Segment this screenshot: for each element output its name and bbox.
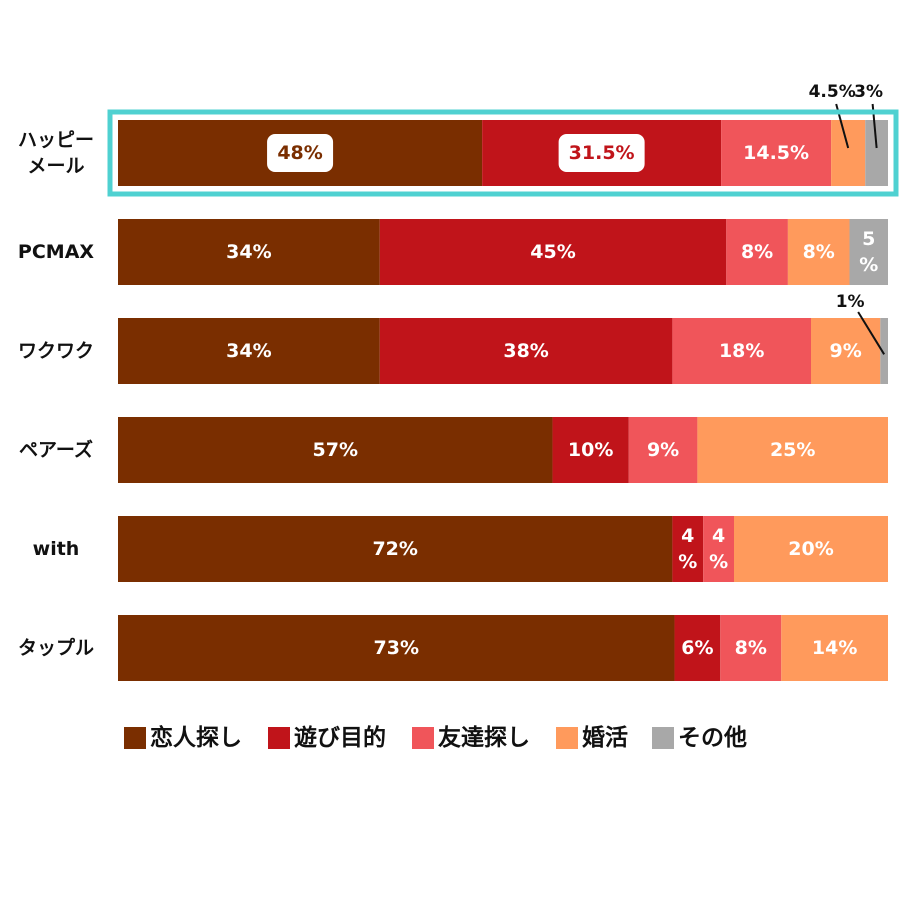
highlight-frame xyxy=(107,109,899,197)
data-label: 34% xyxy=(226,340,271,362)
legend-label: 友達探し xyxy=(438,724,530,751)
category-label: ワクワク xyxy=(18,340,94,362)
bar-segment xyxy=(880,318,888,384)
bar-segment xyxy=(721,120,832,186)
bar-segment xyxy=(118,615,675,681)
data-label: 45% xyxy=(530,241,575,263)
data-label-line: 4 xyxy=(712,525,725,547)
category-label: PCMAX xyxy=(18,241,94,263)
data-label-pill xyxy=(558,134,645,172)
bar-segment xyxy=(674,615,721,681)
data-label: 8% xyxy=(735,637,767,659)
data-label: 18% xyxy=(719,340,764,362)
data-label: 4% xyxy=(678,525,697,573)
data-label: 4% xyxy=(709,525,728,573)
bar-segment xyxy=(672,318,811,384)
bar-segment xyxy=(781,615,888,681)
data-label-line: % xyxy=(678,551,697,573)
data-label-pill xyxy=(267,134,334,172)
legend-label: 遊び目的 xyxy=(294,724,386,751)
category-label: with xyxy=(33,538,80,560)
category-label-line: メール xyxy=(27,155,84,177)
bar-segment xyxy=(720,615,782,681)
data-label-line: % xyxy=(859,254,878,276)
legend-label: 婚活 xyxy=(582,724,628,751)
bar-segment xyxy=(831,120,866,186)
bar-segment xyxy=(379,318,673,384)
category-label-line: ハッピー xyxy=(18,129,94,151)
data-label: 3% xyxy=(854,82,883,102)
category-label: タップル xyxy=(18,636,94,659)
bar-segment xyxy=(726,219,788,285)
data-label: 9% xyxy=(830,340,862,362)
bar-segment xyxy=(379,219,727,285)
legend-swatch xyxy=(412,727,434,749)
bar-segment xyxy=(672,516,704,582)
legend-swatch xyxy=(124,727,146,749)
data-label: 25% xyxy=(770,439,815,461)
bar-segment xyxy=(703,516,734,582)
data-label: 34% xyxy=(226,241,271,263)
data-label: 4.5% xyxy=(809,82,856,102)
bar-segment xyxy=(118,516,673,582)
bar-segment xyxy=(697,417,888,483)
bar-segment xyxy=(118,417,553,483)
data-label-line: 4 xyxy=(681,525,694,547)
bar-segment xyxy=(865,120,888,186)
data-label: 9% xyxy=(647,439,679,461)
legend-swatch xyxy=(268,727,290,749)
legend-label: 恋人探し xyxy=(150,724,242,751)
data-label: 20% xyxy=(788,538,833,560)
legend-swatch xyxy=(556,727,578,749)
bar-segment xyxy=(118,318,380,384)
data-label: 38% xyxy=(503,340,548,362)
data-label: 48% xyxy=(277,142,322,164)
data-label: 8% xyxy=(741,241,773,263)
bar-segment xyxy=(787,219,850,285)
data-label: 8% xyxy=(803,241,835,263)
data-label: 57% xyxy=(313,439,358,461)
data-label: 14.5% xyxy=(743,142,809,164)
data-label: 6% xyxy=(681,637,713,659)
bar-segment xyxy=(628,417,698,483)
bar-segment xyxy=(734,516,888,582)
data-label-line: % xyxy=(709,551,728,573)
data-label: 1% xyxy=(836,292,865,312)
bar-segment xyxy=(849,219,888,285)
data-label-line: 5 xyxy=(862,228,875,250)
data-label: 72% xyxy=(372,538,417,560)
category-label: ペアーズ xyxy=(19,438,93,461)
data-label: 31.5% xyxy=(569,142,635,164)
legend-swatch xyxy=(652,727,674,749)
bar-segment xyxy=(118,219,380,285)
legend-label: その他 xyxy=(678,725,747,751)
category-label: ハッピーメール xyxy=(18,129,94,177)
data-label: 10% xyxy=(568,439,613,461)
bar-segment xyxy=(552,417,629,483)
data-label: 73% xyxy=(374,637,419,659)
data-label: 14% xyxy=(812,637,857,659)
leader-line xyxy=(857,311,886,355)
data-label: 5% xyxy=(859,228,878,276)
